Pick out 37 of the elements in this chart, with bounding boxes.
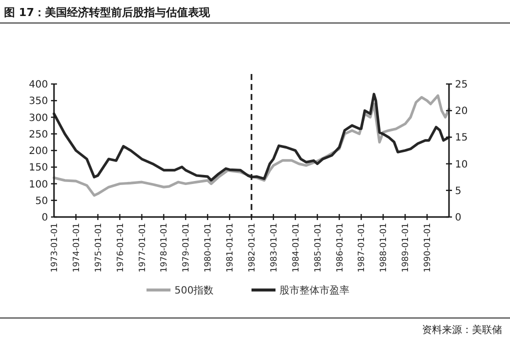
y2-tick-label: 0 [455,212,462,224]
legend-label: 股市整体市盈率 [280,284,350,296]
y-tick-label: 150 [28,162,48,174]
x-tick-label: 1989-01-01 [401,223,412,272]
x-tick-label: 1980-01-01 [204,223,214,272]
x-tick-label: 1984-01-01 [291,223,302,272]
x-tick-label: 1990-01-01 [423,223,434,272]
x-tick-label: 1988-01-01 [379,223,390,272]
y2-tick-label: 20 [455,106,468,118]
x-tick-label: 1979-01-01 [182,223,192,272]
x-tick-label: 1975-01-01 [94,223,104,272]
y-tick-label: 350 [28,96,48,108]
y-tick-label: 50 [35,196,48,207]
y2-tick-label: 25 [455,80,468,90]
y2-tick-label: 10 [455,159,468,170]
x-tick-label: 1982-01-01 [247,223,258,272]
text: 资料来源：美联储 [422,324,502,336]
x-tick-label: 1976-01-01 [116,223,126,272]
chart-title: 图 17：美国经济转型前后股指与估值表现 [4,6,212,19]
y2-tick-label: 5 [455,186,462,197]
x-tick-label: 1973-01-01 [50,223,60,272]
x-tick-label: 1977-01-01 [138,223,148,272]
y-tick-label: 0 [42,212,48,224]
x-tick-label: 1985-01-01 [313,223,324,272]
y-tick-label: 200 [28,146,48,157]
x-tick-label: 1983-01-01 [269,223,280,272]
y-tick-label: 250 [28,129,48,140]
y-tick-label: 100 [28,179,48,190]
legend-label: 500指数 [174,284,214,296]
x-tick-label: 1981-01-01 [226,223,236,272]
x-tick-label: 1978-01-01 [160,223,170,272]
x-tick-label: 1974-01-01 [72,223,82,272]
y-tick-label: 400 [28,80,48,90]
y2-tick-label: 15 [455,132,468,144]
x-tick-label: 1986-01-01 [335,223,346,272]
x-tick-label: 1987-01-01 [357,223,368,272]
y-tick-label: 300 [28,112,48,124]
